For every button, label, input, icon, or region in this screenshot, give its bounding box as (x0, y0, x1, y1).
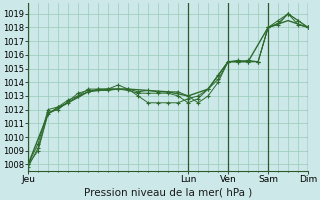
X-axis label: Pression niveau de la mer( hPa ): Pression niveau de la mer( hPa ) (84, 187, 252, 197)
